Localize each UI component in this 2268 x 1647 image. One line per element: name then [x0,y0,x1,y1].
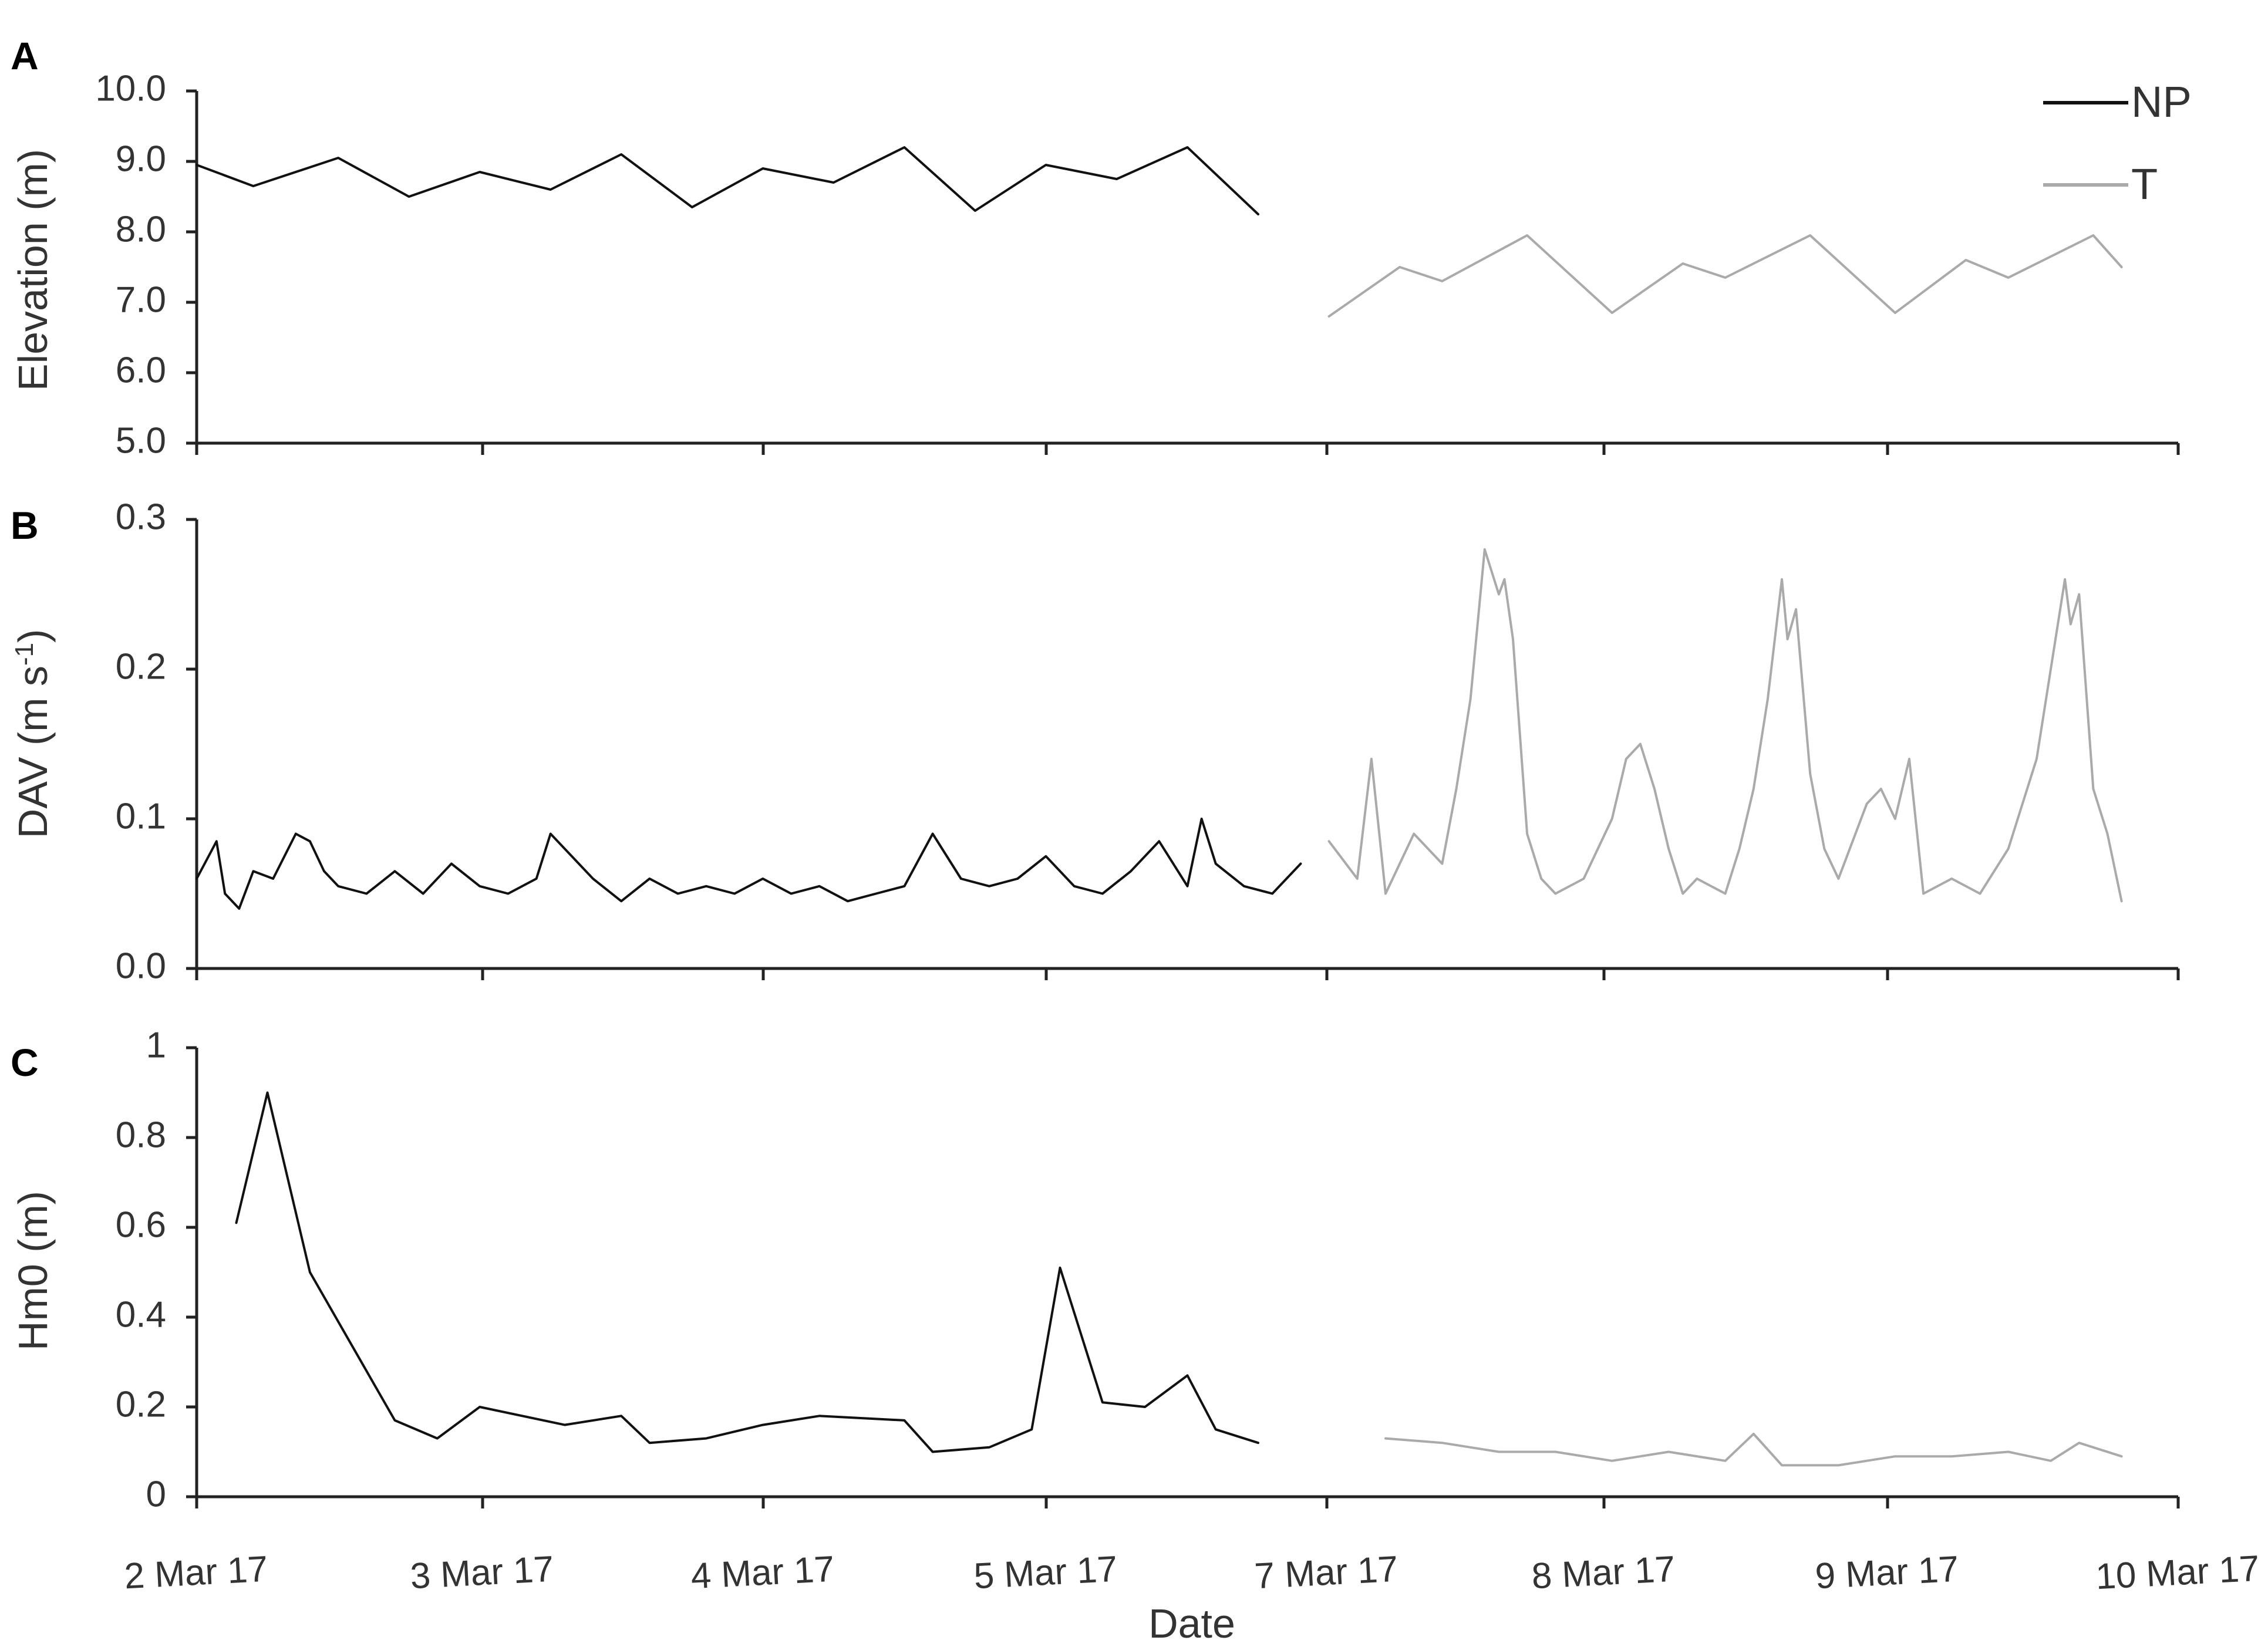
y-tick-label: 0.2 [116,646,166,687]
x-tick-label: 10 Mar 17 [2095,1548,2260,1598]
y-axis-title: Elevation (m) [10,149,56,391]
y-tick-label: 0 [146,1474,166,1514]
x-tick-label: 4 Mar 17 [690,1549,835,1597]
panel-letter: A [11,34,39,77]
x-tick-label: 8 Mar 17 [1531,1549,1676,1597]
y-tick-label: 7.0 [116,279,166,320]
series-line-np [235,1091,1259,1453]
series-line-np [196,818,1302,910]
y-tick-label: 9.0 [116,139,166,179]
y-tick-label: 5.0 [116,420,166,461]
y-tick-label: 6.0 [116,350,166,390]
panel-b: B 0.0 0.1 0.2 0.3 DAV (m s-1) [10,497,2180,986]
x-tick-label: 7 Mar 17 [1253,1549,1399,1597]
series-line-t [1327,548,2123,903]
y-tick-label: 0.8 [116,1115,166,1155]
series-line-np [196,146,1259,215]
y-tick-label: 0.6 [116,1204,166,1245]
y-axis-title-superscript: -1 [10,643,39,666]
x-axis-title: Date [1148,1601,1235,1646]
panels-group: A 5.0 6.0 7.0 8.0 9.0 10.0 Elevation (m) NP T B 0.0… [10,34,2261,1646]
x-tick-label: 5 Mar 17 [973,1549,1118,1597]
y-axis-title-end: ) [10,629,56,643]
y-tick-label: 8.0 [116,209,166,249]
y-tick-label: 0.1 [116,796,166,836]
x-tick-label: 3 Mar 17 [409,1549,555,1597]
y-tick-label: 0.0 [116,946,166,986]
legend-label-t: T [2131,160,2158,208]
panel-letter: C [11,1041,39,1084]
legend: NP T [2043,77,2192,208]
series-line-t [1327,234,2123,318]
x-tick-label: 9 Mar 17 [1814,1549,1960,1597]
series-line-t [1384,1432,2123,1467]
panel-a: A 5.0 6.0 7.0 8.0 9.0 10.0 Elevation (m) NP T [10,34,2192,461]
y-tick-label: 1 [146,1025,166,1065]
y-tick-label: 0.4 [116,1294,166,1335]
y-tick-label: 10.0 [95,68,166,109]
panel-letter: B [11,504,39,547]
y-tick-label: 0.3 [116,497,166,537]
y-tick-label: 0.2 [116,1384,166,1425]
panel-c: C 0 0.2 0.4 0.6 0.8 1 Hm0 (m) 2 Mar 17 3 Mar 17 4 … [10,1025,2260,1646]
legend-label-np: NP [2131,77,2192,126]
y-axis-title: Hm0 (m) [10,1191,56,1351]
y-axis-title: DAV (m s-1) [10,629,56,839]
x-tick-label: 2 Mar 17 [123,1549,269,1597]
